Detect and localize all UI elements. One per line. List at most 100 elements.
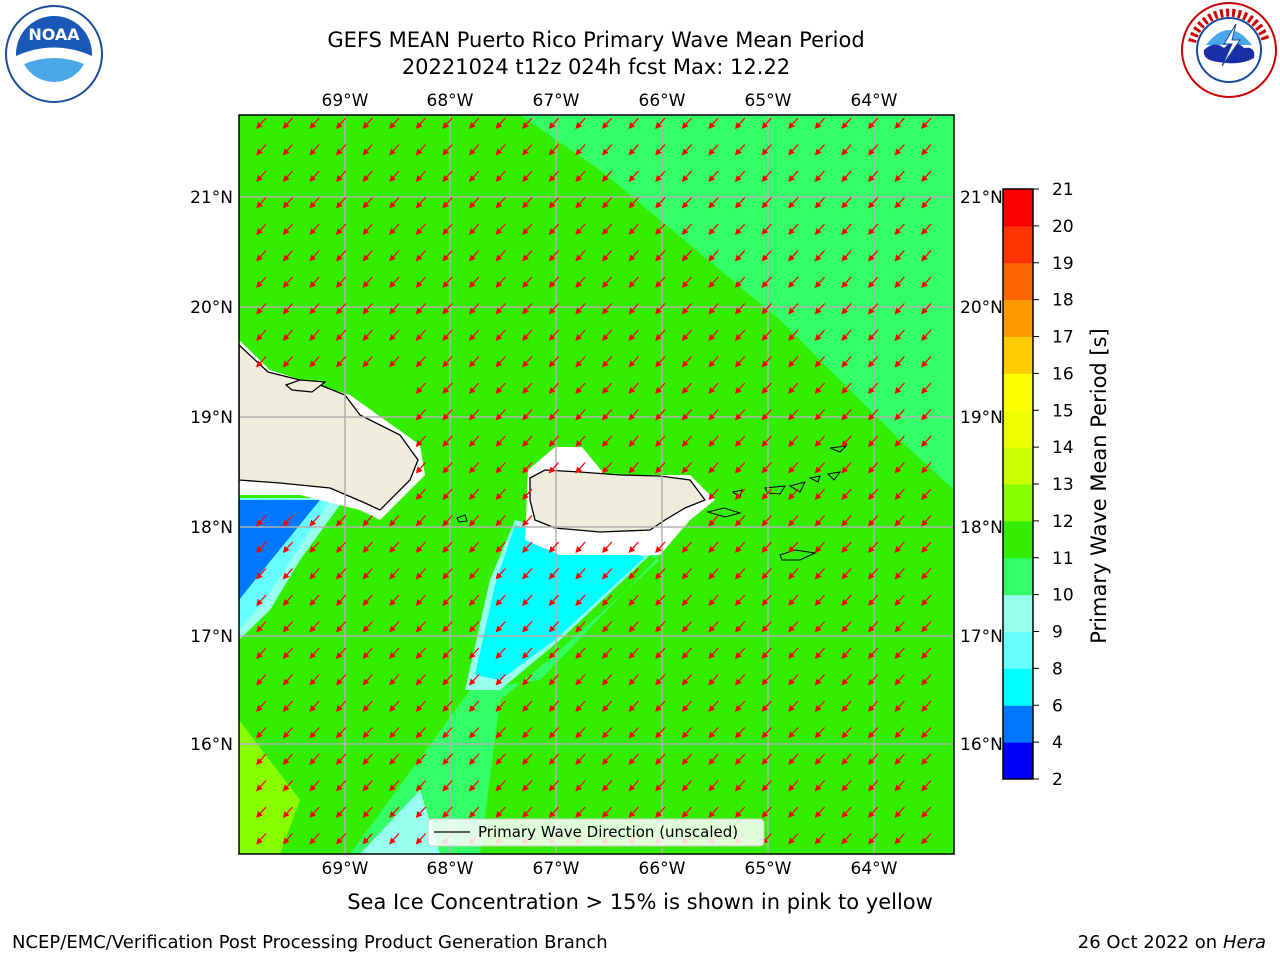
anegada-island (829, 445, 848, 453)
wave-arrow (415, 197, 427, 209)
wave-arrow (548, 727, 560, 739)
lat-ticks-right: 21°N 20°N 19°N 18°N 17°N 16°N (960, 188, 1003, 755)
wave-arrow (282, 329, 294, 341)
wave-arrow (681, 197, 693, 209)
wave-arrow (468, 382, 480, 394)
wave-arrow (468, 806, 480, 818)
wave-arrow (788, 170, 799, 182)
wave-arrow (282, 356, 294, 368)
wave-arrow (841, 409, 852, 421)
wave-arrow (442, 117, 453, 129)
wave-arrow (468, 753, 480, 765)
wave-arrow (761, 621, 772, 633)
wave-arrow (867, 568, 879, 580)
wave-arrow (575, 382, 586, 394)
wave-arrow (335, 117, 347, 129)
wave-arrow (548, 197, 560, 209)
wave-arrow (362, 780, 373, 792)
wave-arrow (415, 276, 427, 288)
wave-arrow (442, 276, 453, 288)
wave-arrow (282, 568, 294, 580)
wave-arrow (655, 170, 666, 182)
wave-arrow (335, 727, 347, 739)
wave-arrow (389, 674, 400, 686)
wave-arrow (734, 117, 746, 129)
lon-tick-bottom: 67°W (533, 859, 580, 879)
wave-arrow (468, 515, 480, 527)
wave-arrow (628, 621, 639, 633)
wave-arrow (362, 356, 373, 368)
wave-arrow (442, 568, 453, 580)
wave-arrow (655, 250, 666, 262)
wave-arrow (681, 568, 693, 580)
wave-arrow (335, 753, 347, 765)
wave-arrow (655, 409, 666, 421)
wave-arrow (681, 117, 693, 129)
wave-arrow (309, 806, 320, 818)
wave-arrow (362, 833, 373, 845)
wave-arrow (788, 806, 799, 818)
lat-tick-right: 21°N (960, 188, 1003, 208)
wave-arrow (655, 674, 666, 686)
wave-arrow (256, 197, 267, 209)
lat-tick-right: 18°N (960, 518, 1003, 538)
wave-arrow (309, 276, 320, 288)
colorbar-segment (1003, 557, 1033, 596)
wave-arrow (548, 594, 560, 606)
colorbar-tick-label: 2 (1052, 770, 1063, 790)
wave-arrow (468, 700, 480, 712)
wave-arrow (814, 753, 826, 765)
wave-arrow (628, 144, 639, 156)
wave-arrow (575, 250, 586, 262)
colorbar-tick-label: 16 (1052, 364, 1074, 384)
wave-arrow (495, 435, 506, 447)
wave-arrow (788, 541, 799, 553)
colorbar (1002, 188, 1034, 780)
wave-arrow (389, 568, 400, 580)
wave-arrow (548, 409, 560, 421)
wave-arrow (894, 462, 905, 474)
wave-arrow (468, 674, 480, 686)
wave-arrow (548, 144, 560, 156)
wave-arrow (442, 647, 453, 659)
wave-arrow (921, 780, 932, 792)
wave-arrow (309, 621, 320, 633)
wave-arrow (841, 250, 852, 262)
wave-arrow (522, 541, 533, 553)
wave-arrow (309, 329, 320, 341)
wave-arrow (282, 621, 294, 633)
wave-arrow (575, 700, 586, 712)
wave-arrow (335, 329, 347, 341)
wave-arrow (601, 117, 613, 129)
wave-arrow (708, 621, 719, 633)
wave-arrow (495, 329, 506, 341)
wave-arrow (894, 700, 905, 712)
wave-arrow (601, 170, 613, 182)
wave-arrow (601, 806, 613, 818)
wave-arrow (282, 276, 294, 288)
wave-arrow (628, 170, 639, 182)
wave-arrow (282, 674, 294, 686)
lon-tick-top: 65°W (745, 91, 792, 111)
wave-arrow (655, 780, 666, 792)
wave-arrow (415, 833, 427, 845)
wave-arrow (708, 753, 719, 765)
lat-tick-left: 19°N (190, 408, 233, 428)
wave-arrow (548, 568, 560, 580)
wave-arrow (788, 833, 799, 845)
wave-arrow (415, 223, 427, 235)
wave-arrow (256, 117, 267, 129)
wave-arrow (894, 594, 905, 606)
wave-arrow (814, 250, 826, 262)
wave-arrow (788, 303, 799, 315)
wave-arrow (335, 197, 347, 209)
wave-arrow (655, 462, 666, 474)
wave-arrow (867, 144, 879, 156)
wave-arrow (841, 435, 852, 447)
wave-arrow (548, 700, 560, 712)
wave-arrow (256, 753, 267, 765)
wave-arrow (335, 806, 347, 818)
colorbar-tick-label: 18 (1052, 291, 1074, 311)
wave-arrow (655, 700, 666, 712)
